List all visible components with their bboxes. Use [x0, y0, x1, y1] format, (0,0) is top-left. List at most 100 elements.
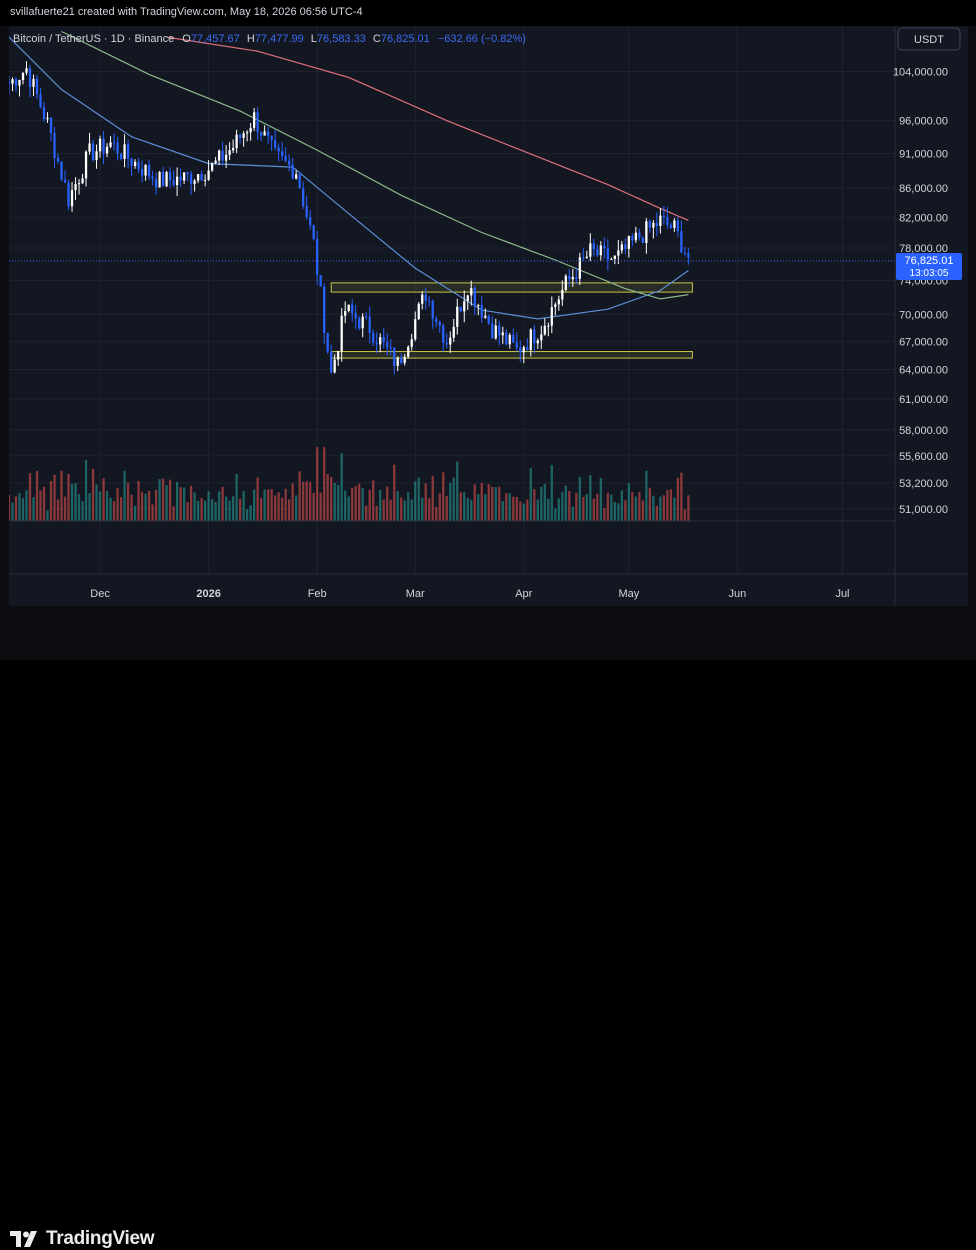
volume-bar [680, 472, 683, 521]
candle-body [161, 171, 165, 187]
volume-bar [137, 480, 140, 521]
volume-bar [91, 468, 95, 521]
candle-body [133, 161, 137, 166]
price-tick-label: 104,000.00 [893, 66, 948, 78]
candle-body [620, 244, 623, 251]
candle-body [438, 321, 441, 326]
volume-bar [515, 496, 518, 521]
candle-body [498, 325, 501, 336]
candle-body [21, 72, 25, 81]
candle-body [445, 342, 448, 345]
volume-bars [7, 447, 690, 521]
candle-body [400, 357, 403, 363]
candle-body [389, 347, 392, 349]
candle-body [456, 306, 459, 327]
candle-body [84, 151, 88, 179]
volume-bar [445, 495, 448, 521]
volume-bar [634, 496, 637, 521]
tradingview-logo-icon [10, 1231, 37, 1247]
candle-body [319, 275, 322, 287]
candle-body [309, 216, 312, 226]
volume-bar [7, 494, 11, 521]
volume-bar [207, 491, 210, 521]
candle-body [648, 221, 651, 228]
candle-body [340, 315, 343, 352]
candle-body [305, 206, 308, 217]
candle-body [295, 174, 298, 179]
candle-body [18, 80, 21, 86]
volume-bar [522, 503, 525, 521]
currency-badge[interactable]: USDT [897, 27, 961, 51]
candle-body [613, 255, 616, 259]
volume-bar [683, 509, 687, 521]
volume-bar [60, 470, 63, 521]
volume-bar [610, 494, 613, 521]
volume-bar [659, 496, 662, 521]
price-chart[interactable]: 104,000.00 96,000.00 91,000.00 86,000.00 82,… [7, 26, 968, 606]
volume-bar [505, 493, 508, 521]
candle-body [610, 258, 613, 260]
candle-body [582, 257, 585, 259]
price-tick-label: 55,600.00 [899, 451, 948, 463]
volume-bar [557, 498, 560, 521]
volume-bar [165, 485, 168, 521]
volume-bar [491, 486, 494, 521]
volume-bar [596, 493, 599, 521]
chart-frame[interactable]: 104,000.00 96,000.00 91,000.00 86,000.00 82,… [7, 26, 968, 606]
volume-bar [161, 478, 165, 521]
volume-bar [130, 494, 133, 521]
candle-body [662, 215, 666, 217]
volume-bar [435, 506, 438, 521]
candle-body [302, 188, 305, 207]
volume-bar [330, 476, 333, 521]
tradingview-logo[interactable]: TradingView [10, 1228, 155, 1250]
candle-body [196, 174, 200, 181]
volume-bar [242, 490, 245, 521]
candle-body [63, 179, 67, 183]
currency-badge-box[interactable] [897, 27, 961, 51]
legend-symbol: Bitcoin / TetherUS · 1D · Binance [13, 33, 174, 45]
candle-body [207, 170, 210, 180]
time-axis-labels: Dec 2026 Feb Mar Apr May Jun Jul [90, 588, 849, 600]
volume-bar [473, 484, 476, 521]
volume-bar [578, 477, 581, 521]
candle-body [98, 138, 102, 152]
volume-bar [109, 497, 112, 521]
volume-bar [379, 489, 382, 521]
candle-body [312, 225, 315, 240]
moving-average-1 [8, 36, 689, 320]
volume-bar [568, 491, 571, 521]
volume-bar [365, 505, 368, 521]
candle-body [592, 243, 595, 250]
candle-body [39, 94, 42, 108]
volume-bar [210, 499, 214, 521]
volume-bar [403, 500, 406, 521]
candle-body [11, 79, 14, 84]
candle-body [179, 176, 182, 181]
moving-average-2 [61, 30, 689, 300]
volume-bar [221, 486, 224, 521]
candle-body [645, 221, 648, 244]
candle-body [284, 156, 287, 161]
volume-bar [676, 477, 680, 521]
candle-body [221, 150, 224, 161]
volume-bar [267, 489, 270, 521]
support-zone-2 [330, 351, 693, 359]
volume-bar [652, 495, 655, 521]
volume-bar [74, 483, 77, 521]
volume-bar [224, 496, 228, 521]
candle-body [119, 153, 123, 159]
candle-body [564, 275, 567, 290]
moving-average-3 [166, 36, 689, 221]
candle-body [407, 346, 410, 357]
volume-bar [179, 487, 182, 521]
volume-bar [98, 491, 102, 521]
volume-bar [32, 497, 35, 521]
volume-bar [28, 473, 32, 521]
volume-bar [126, 482, 130, 521]
volume-bar [543, 484, 546, 521]
candle-body [487, 315, 490, 324]
volume-bar [550, 464, 553, 521]
candle-body [25, 68, 28, 73]
